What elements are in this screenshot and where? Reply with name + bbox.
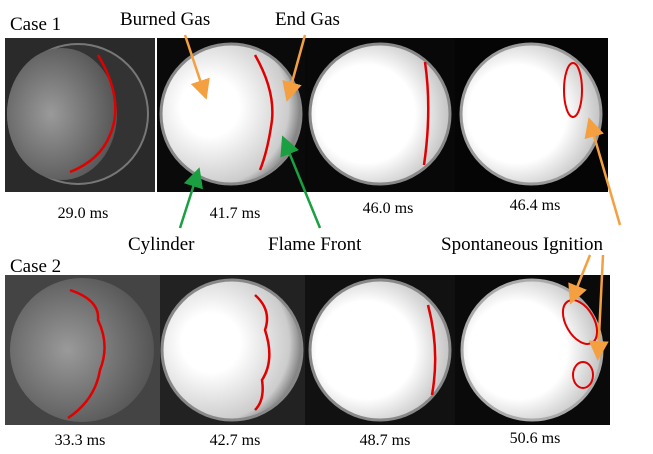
row-2-images: [5, 275, 610, 425]
figure: Case 1 Burned Gas End Gas 29.0 ms 41.7 m…: [0, 0, 653, 454]
row-1-images: [5, 38, 608, 192]
time-label: 48.7 ms: [360, 432, 411, 449]
case-label: Case 2: [10, 256, 61, 277]
annotation: Flame Front: [268, 234, 362, 255]
annotation: Spontaneous Ignition: [441, 234, 604, 255]
time-label: 29.0 ms: [58, 205, 109, 222]
time-label: 42.7 ms: [210, 432, 261, 449]
case-label: Case 1: [10, 14, 61, 35]
annotation: Burned Gas: [120, 9, 210, 30]
annotation: End Gas: [275, 9, 340, 30]
time-label: 46.0 ms: [363, 200, 414, 217]
time-label: 41.7 ms: [210, 205, 261, 222]
time-label: 50.6 ms: [510, 430, 561, 447]
time-label: 46.4 ms: [510, 197, 561, 214]
annotation: Cylinder: [128, 234, 195, 255]
time-label: 33.3 ms: [55, 432, 106, 449]
